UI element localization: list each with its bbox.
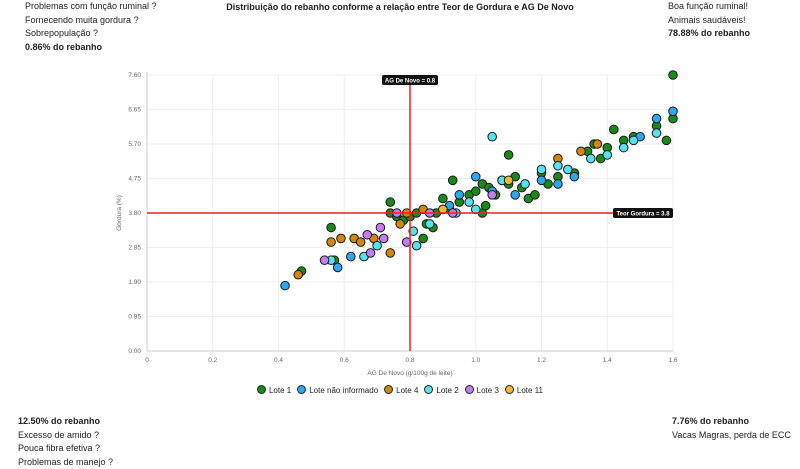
x-tick-label: 1.6 [668, 357, 677, 364]
legend-dot-icon [465, 385, 474, 394]
legend-item[interactable]: Lote 2 [424, 385, 458, 395]
data-point-lote-2 [587, 154, 596, 163]
data-point-lote-n-o-informado [455, 191, 464, 200]
data-point-lote-1 [448, 176, 457, 185]
data-point-lote-4 [294, 270, 303, 279]
data-point-lote-11 [504, 176, 513, 185]
data-point-lote-4 [577, 147, 586, 156]
data-point-lote-4 [356, 238, 365, 247]
legend-dot-icon [257, 385, 266, 394]
data-point-lote-2 [425, 220, 434, 229]
x-tick-label: 0.8 [405, 357, 414, 364]
data-point-lote-n-o-informado [537, 176, 546, 185]
y-tick-label: 6.65 [128, 107, 141, 114]
x-tick-label: 0.4 [274, 357, 283, 364]
data-point-lote-3 [379, 234, 388, 243]
data-point-lote-2 [465, 198, 474, 207]
data-point-lote-2 [652, 129, 661, 138]
x-tick-label: 1.0 [471, 357, 480, 364]
x-axis-label: AG De Novo (g/100g de leite) [367, 370, 452, 377]
data-point-lote-n-o-informado [281, 281, 290, 290]
data-point-lote-1 [481, 201, 490, 210]
data-point-lote-3 [366, 249, 375, 258]
data-point-lote-n-o-informado [570, 172, 579, 181]
legend-label: Lote 4 [396, 386, 418, 395]
x-tick-label: 1.2 [537, 357, 546, 364]
data-point-lote-n-o-informado [471, 172, 480, 181]
y-tick-label: 1.90 [128, 279, 141, 286]
data-point-lote-1 [439, 194, 448, 203]
data-point-lote-1 [662, 136, 671, 145]
data-point-lote-2 [537, 165, 546, 174]
legend-label: Lote 11 [517, 386, 543, 395]
data-point-lote-n-o-informado [554, 180, 563, 189]
data-point-lote-n-o-informado [669, 107, 678, 116]
data-point-lote-4 [386, 249, 395, 258]
data-point-lote-4 [593, 140, 602, 149]
data-point-lote-1 [669, 71, 678, 80]
data-point-lote-2 [373, 241, 382, 250]
y-tick-label: 0.00 [128, 348, 141, 355]
y-tick-label: 0.95 [128, 314, 141, 321]
data-point-lote-3 [320, 256, 329, 265]
x-tick-label: 0.2 [208, 357, 217, 364]
data-point-lote-3 [363, 230, 372, 239]
data-point-lote-4 [396, 220, 405, 229]
data-point-lote-2 [619, 143, 628, 152]
data-point-lote-1 [327, 223, 336, 232]
data-point-lote-n-o-informado [347, 252, 356, 261]
legend-item[interactable]: Lote 1 [257, 385, 291, 395]
data-point-lote-2 [488, 132, 497, 141]
data-point-lote-1 [610, 125, 619, 134]
legend-label: Lote 2 [436, 386, 458, 395]
y-tick-label: 5.70 [128, 141, 141, 148]
data-point-lote-1 [531, 191, 540, 200]
data-point-lote-n-o-informado [652, 114, 661, 123]
data-point-lote-2 [521, 180, 530, 189]
data-point-lote-2 [412, 241, 421, 250]
legend-label: Lote 3 [477, 386, 499, 395]
x-tick-label: 1.4 [603, 357, 612, 364]
data-point-lote-1 [471, 187, 480, 196]
legend-item[interactable]: Lote não informado [297, 385, 378, 395]
data-point-lote-3 [376, 223, 385, 232]
legend-label: Lote não informado [309, 386, 378, 395]
data-point-lote-2 [554, 161, 563, 170]
y-tick-label: 7.60 [128, 72, 141, 79]
y-tick-label: 2.85 [128, 245, 141, 252]
data-point-lote-n-o-informado [511, 191, 520, 200]
reference-label-teor-gordura: Teor Gordura = 3.8 [616, 212, 670, 218]
legend-dot-icon [424, 385, 433, 394]
legend-dot-icon [384, 385, 393, 394]
legend-label: Lote 1 [269, 386, 291, 395]
legend-item[interactable]: Lote 4 [384, 385, 418, 395]
data-point-lote-2 [564, 165, 573, 174]
y-tick-label: 3.80 [128, 210, 141, 217]
y-axis-label: Gordura (%) [116, 195, 123, 231]
data-point-lote-4 [337, 234, 346, 243]
data-point-lote-3 [488, 191, 497, 200]
legend-item[interactable]: Lote 11 [505, 385, 543, 395]
legend-dot-icon [505, 385, 514, 394]
data-point-lote-4 [327, 238, 336, 247]
x-tick-label: 0 [145, 357, 149, 364]
reference-label-ag-de-novo: AG De Novo = 0.8 [385, 79, 436, 85]
data-point-lote-2 [603, 151, 612, 160]
data-point-lote-1 [504, 151, 513, 160]
y-tick-label: 4.75 [128, 176, 141, 183]
data-point-lote-1 [419, 234, 428, 243]
x-tick-label: 0.6 [340, 357, 349, 364]
legend-item[interactable]: Lote 3 [465, 385, 499, 395]
data-point-lote-1 [386, 198, 395, 207]
data-point-lote-n-o-informado [333, 263, 342, 272]
chart-legend: Lote 1 Lote não informado Lote 4 Lote 2 Lote… [0, 385, 800, 395]
data-point-lote-2 [629, 136, 638, 145]
legend-dot-icon [297, 385, 306, 394]
